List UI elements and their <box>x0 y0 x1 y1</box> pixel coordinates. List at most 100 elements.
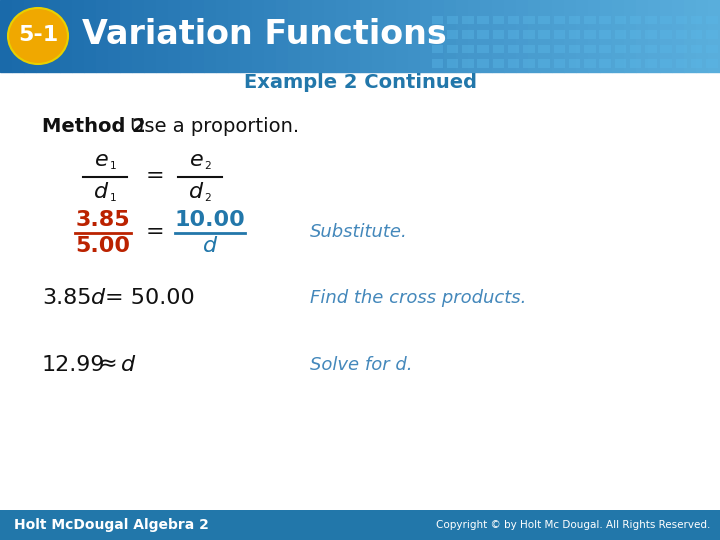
Bar <box>552 0 564 72</box>
Bar <box>420 0 432 72</box>
Bar <box>706 16 718 24</box>
Bar <box>462 45 474 53</box>
Text: $d$: $d$ <box>90 287 107 309</box>
Bar <box>708 0 720 72</box>
Bar <box>84 0 96 72</box>
Bar <box>569 45 580 53</box>
Bar <box>600 59 611 68</box>
Text: ≈: ≈ <box>99 354 117 374</box>
Bar <box>312 0 324 72</box>
Bar <box>630 45 642 53</box>
Text: 3.85: 3.85 <box>42 288 91 308</box>
Text: =: = <box>145 166 164 186</box>
Bar <box>539 30 550 39</box>
Bar <box>569 16 580 24</box>
Bar <box>36 0 48 72</box>
Bar <box>676 16 687 24</box>
Bar <box>630 16 642 24</box>
Bar <box>569 59 580 68</box>
Bar <box>60 0 72 72</box>
Text: $e$: $e$ <box>189 149 203 171</box>
Bar <box>676 59 687 68</box>
Bar <box>660 30 672 39</box>
Bar <box>645 59 657 68</box>
Bar <box>523 30 534 39</box>
Bar <box>615 30 626 39</box>
Bar <box>300 0 312 72</box>
Text: $d$: $d$ <box>93 181 109 203</box>
Bar <box>432 0 444 72</box>
Bar <box>615 16 626 24</box>
Text: Copyright © by Holt Mc Dougal. All Rights Reserved.: Copyright © by Holt Mc Dougal. All Right… <box>436 520 710 530</box>
Bar <box>0 510 720 540</box>
Bar <box>132 0 144 72</box>
Bar <box>324 0 336 72</box>
Bar <box>660 0 672 72</box>
Bar <box>456 0 468 72</box>
Bar <box>462 16 474 24</box>
Bar <box>216 0 228 72</box>
Bar <box>564 0 576 72</box>
Bar <box>645 45 657 53</box>
Bar <box>431 16 443 24</box>
Bar <box>477 45 489 53</box>
Bar <box>228 0 240 72</box>
Bar <box>480 0 492 72</box>
Bar <box>630 30 642 39</box>
Text: 3.85: 3.85 <box>76 210 130 230</box>
Bar <box>447 45 458 53</box>
Text: Solve for d.: Solve for d. <box>310 356 413 374</box>
Bar <box>584 16 595 24</box>
Bar <box>523 45 534 53</box>
Bar <box>477 30 489 39</box>
Text: =: = <box>145 222 164 242</box>
Bar <box>0 0 12 72</box>
Bar <box>336 0 348 72</box>
Bar <box>204 0 216 72</box>
Bar <box>523 59 534 68</box>
Bar <box>528 0 540 72</box>
Bar <box>569 30 580 39</box>
Bar <box>645 30 657 39</box>
Bar <box>240 0 252 72</box>
Bar <box>264 0 276 72</box>
Bar <box>615 45 626 53</box>
Bar <box>447 59 458 68</box>
Text: $d$: $d$ <box>188 181 204 203</box>
Bar <box>492 45 504 53</box>
Bar <box>600 30 611 39</box>
Bar <box>600 0 612 72</box>
Bar <box>672 0 684 72</box>
Text: Substitute.: Substitute. <box>310 223 408 241</box>
Bar <box>660 16 672 24</box>
Bar <box>492 0 504 72</box>
Text: 5-1: 5-1 <box>18 25 58 45</box>
Bar <box>523 16 534 24</box>
Text: Use a proportion.: Use a proportion. <box>130 118 299 137</box>
Bar <box>372 0 384 72</box>
Text: 5.00: 5.00 <box>76 236 130 256</box>
Bar <box>156 0 168 72</box>
Bar <box>108 0 120 72</box>
Bar <box>624 0 636 72</box>
Bar <box>691 30 703 39</box>
Bar <box>252 0 264 72</box>
Bar <box>615 59 626 68</box>
Bar <box>645 16 657 24</box>
Bar <box>348 0 360 72</box>
Bar <box>648 0 660 72</box>
Bar <box>508 16 519 24</box>
Bar <box>168 0 180 72</box>
Bar <box>462 30 474 39</box>
Text: $_{1}$: $_{1}$ <box>109 190 117 204</box>
Bar <box>539 16 550 24</box>
Bar <box>396 0 408 72</box>
Bar <box>539 45 550 53</box>
Bar <box>492 59 504 68</box>
Bar <box>660 59 672 68</box>
Bar <box>276 0 288 72</box>
Bar <box>120 0 132 72</box>
Bar <box>706 59 718 68</box>
Bar <box>444 0 456 72</box>
Text: $_{2}$: $_{2}$ <box>204 158 212 172</box>
